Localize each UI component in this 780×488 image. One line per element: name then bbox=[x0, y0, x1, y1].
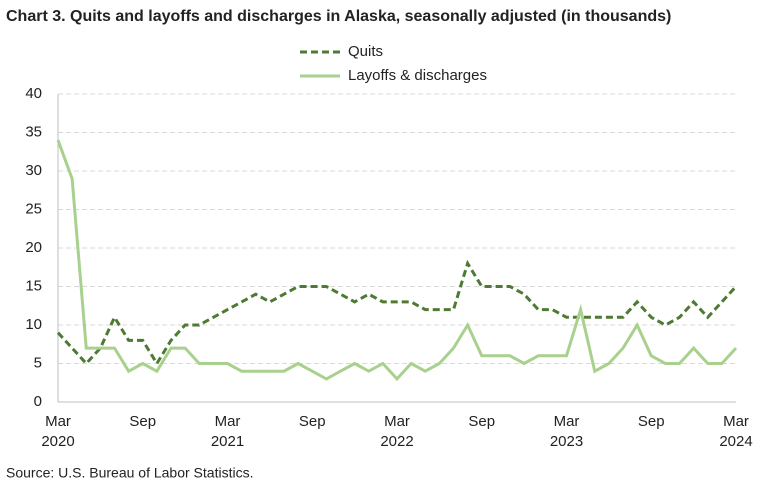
y-tick-label: 10 bbox=[25, 316, 42, 333]
source: Source: U.S. Bureau of Labor Statistics. bbox=[6, 465, 253, 481]
x-tick-label: Sep bbox=[299, 413, 326, 430]
legend-label: Layoffs & discharges bbox=[348, 67, 487, 84]
x-year-label: 2021 bbox=[211, 433, 244, 450]
legend-label: Quits bbox=[348, 43, 383, 60]
x-tick-label: Sep bbox=[638, 413, 665, 430]
x-tick-label: Mar bbox=[215, 413, 241, 430]
x-tick-label: Sep bbox=[129, 413, 156, 430]
x-tick-label: Mar bbox=[45, 413, 71, 430]
y-tick-label: 5 bbox=[34, 354, 42, 371]
x-tick-label: Sep bbox=[468, 413, 495, 430]
x-tick-label: Mar bbox=[384, 413, 410, 430]
x-tick-label: Mar bbox=[554, 413, 580, 430]
x-year-label: 2022 bbox=[380, 433, 413, 450]
x-year-label: 2020 bbox=[41, 433, 74, 450]
x-tick-label: Mar bbox=[723, 413, 749, 430]
y-tick-label: 15 bbox=[25, 277, 42, 294]
y-tick-label: 20 bbox=[25, 239, 42, 256]
y-tick-label: 25 bbox=[25, 200, 42, 217]
chart-title: Chart 3. Quits and layoffs and discharge… bbox=[6, 8, 671, 25]
x-year-label: 2024 bbox=[719, 433, 752, 450]
y-tick-label: 35 bbox=[25, 123, 42, 140]
series-line bbox=[56, 259, 738, 367]
x-year-label: 2023 bbox=[550, 433, 583, 450]
y-tick-label: 0 bbox=[34, 393, 42, 410]
y-tick-label: 40 bbox=[25, 85, 42, 102]
series-line bbox=[56, 139, 738, 382]
y-tick-label: 30 bbox=[25, 162, 42, 179]
